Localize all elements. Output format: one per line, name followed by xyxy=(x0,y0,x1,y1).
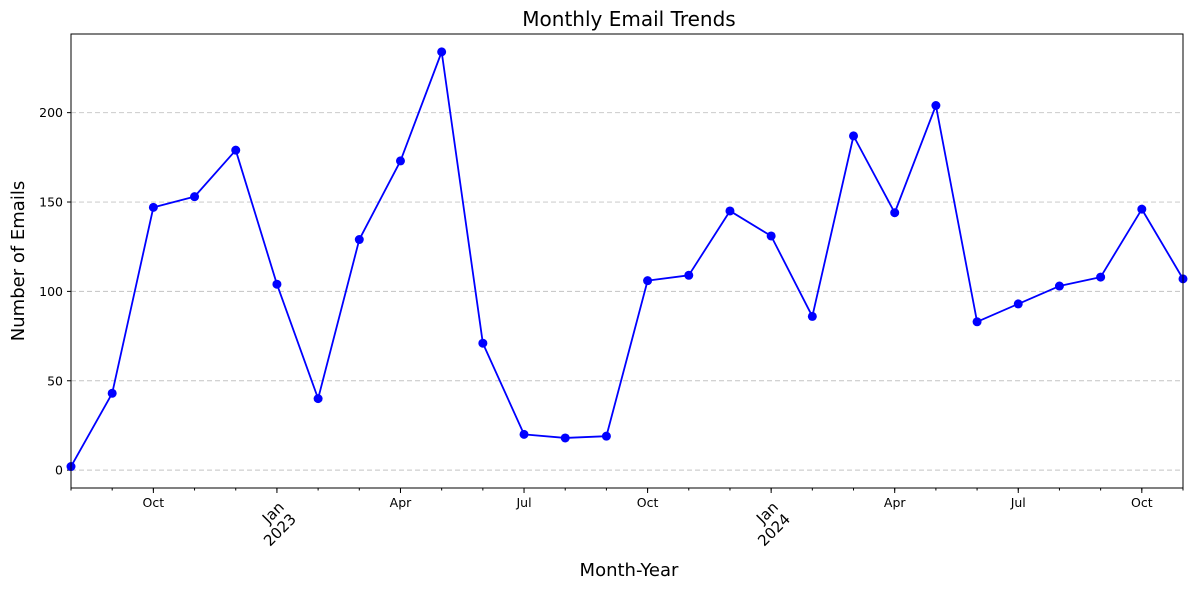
data-point xyxy=(1013,299,1023,309)
x-tick-label: Oct xyxy=(143,495,165,510)
x-tick-label: Oct xyxy=(637,495,659,510)
x-axis-label: Month-Year xyxy=(580,560,679,581)
data-point xyxy=(395,156,405,166)
data-point xyxy=(931,100,941,110)
data-point xyxy=(231,145,241,155)
data-point xyxy=(148,202,158,212)
x-tick-label: Apr xyxy=(390,495,412,510)
data-point xyxy=(190,192,200,202)
data-point xyxy=(1054,281,1064,291)
y-tick-label: 200 xyxy=(39,105,63,120)
data-point xyxy=(807,311,817,321)
data-point xyxy=(272,279,282,289)
y-tick-label: 50 xyxy=(47,373,63,388)
x-tick-label: Oct xyxy=(1131,495,1153,510)
data-point xyxy=(437,47,447,57)
data-point xyxy=(725,206,735,216)
y-tick-label: 100 xyxy=(39,284,63,299)
data-point xyxy=(601,431,611,441)
data-point xyxy=(643,276,653,286)
data-point xyxy=(766,231,776,241)
data-point xyxy=(849,131,859,141)
y-tick-label: 0 xyxy=(55,463,63,478)
x-tick-label: Jul xyxy=(1010,495,1026,510)
y-tick-label: 150 xyxy=(39,195,63,210)
series-line xyxy=(70,50,1184,467)
data-point xyxy=(1137,204,1147,214)
series-email-count xyxy=(66,47,1188,472)
y-axis-label: Number of Emails xyxy=(8,181,29,341)
x-tick-label: Jul xyxy=(515,495,531,510)
data-point xyxy=(519,429,529,439)
data-point xyxy=(478,338,488,348)
x-tick-label: Apr xyxy=(884,495,906,510)
data-point xyxy=(1096,272,1106,282)
chart-title: Monthly Email Trends xyxy=(522,7,735,31)
data-point xyxy=(560,433,570,443)
data-point xyxy=(313,394,323,404)
grid-lines xyxy=(71,112,1183,471)
data-point xyxy=(890,208,900,218)
data-point xyxy=(107,388,117,398)
data-point xyxy=(972,317,982,327)
data-point xyxy=(354,235,364,245)
data-point xyxy=(684,270,694,280)
plot-frame xyxy=(70,33,1184,489)
